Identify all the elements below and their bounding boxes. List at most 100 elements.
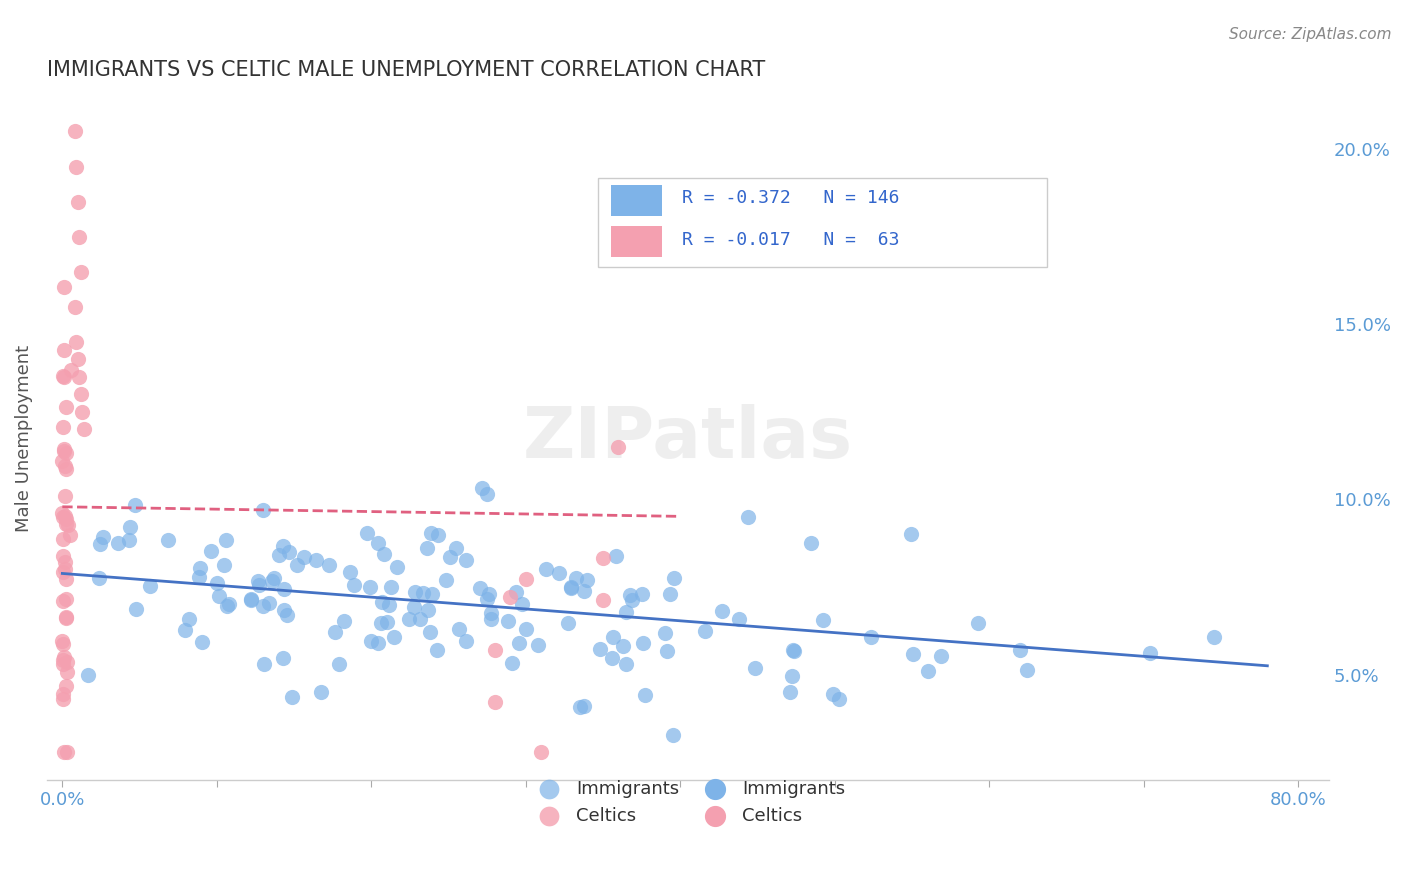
Immigrants bbox=[468, 581, 491, 595]
Immigrants bbox=[375, 615, 398, 629]
Immigrants bbox=[589, 641, 612, 656]
Celtics bbox=[65, 334, 87, 349]
Celtics bbox=[55, 446, 77, 460]
Celtics bbox=[52, 549, 75, 563]
Immigrants bbox=[479, 606, 502, 620]
Celtics bbox=[53, 555, 76, 569]
Celtics bbox=[53, 280, 76, 294]
Immigrants bbox=[560, 580, 582, 594]
Celtics bbox=[55, 610, 77, 624]
Celtics bbox=[51, 691, 73, 706]
Celtics bbox=[51, 653, 73, 667]
Immigrants bbox=[614, 605, 637, 619]
Celtics bbox=[66, 194, 89, 209]
Immigrants bbox=[276, 608, 298, 623]
Immigrants bbox=[124, 498, 146, 512]
Celtics bbox=[607, 440, 630, 454]
Celtics bbox=[52, 444, 75, 458]
Immigrants bbox=[402, 599, 425, 614]
Immigrants bbox=[89, 571, 111, 585]
Immigrants bbox=[269, 548, 291, 562]
Celtics bbox=[53, 489, 76, 503]
Immigrants bbox=[260, 574, 283, 588]
Immigrants bbox=[359, 580, 381, 594]
Y-axis label: Male Unemployment: Male Unemployment bbox=[15, 344, 32, 532]
Immigrants bbox=[728, 612, 751, 626]
Immigrants bbox=[91, 530, 114, 544]
Celtics bbox=[70, 264, 93, 278]
Immigrants bbox=[454, 634, 477, 648]
Celtics bbox=[53, 442, 76, 456]
Celtics bbox=[52, 369, 75, 384]
Celtics bbox=[70, 387, 93, 401]
Immigrants bbox=[439, 550, 461, 565]
Immigrants bbox=[800, 536, 823, 550]
Celtics bbox=[52, 532, 75, 546]
Immigrants bbox=[779, 685, 801, 699]
Immigrants bbox=[371, 595, 394, 609]
Immigrants bbox=[179, 612, 201, 626]
Immigrants bbox=[1139, 646, 1161, 660]
Celtics bbox=[52, 369, 75, 384]
Immigrants bbox=[634, 688, 657, 702]
Immigrants bbox=[547, 566, 569, 581]
Celtics bbox=[52, 657, 75, 672]
Immigrants bbox=[614, 657, 637, 671]
Immigrants bbox=[657, 644, 679, 658]
Immigrants bbox=[273, 603, 295, 617]
Immigrants bbox=[565, 571, 588, 585]
Celtics bbox=[60, 363, 83, 377]
Celtics bbox=[53, 649, 76, 664]
Immigrants bbox=[1015, 663, 1038, 677]
Immigrants bbox=[409, 612, 432, 626]
Celtics bbox=[51, 453, 73, 467]
Immigrants bbox=[496, 614, 519, 628]
Immigrants bbox=[620, 592, 643, 607]
Immigrants bbox=[505, 585, 527, 599]
Immigrants bbox=[281, 690, 304, 705]
Celtics bbox=[55, 517, 77, 532]
Celtics bbox=[55, 461, 77, 475]
Immigrants bbox=[780, 669, 803, 683]
Immigrants bbox=[370, 615, 392, 630]
FancyBboxPatch shape bbox=[612, 186, 662, 216]
Immigrants bbox=[89, 537, 111, 551]
Celtics bbox=[67, 229, 90, 244]
Immigrants bbox=[239, 592, 262, 607]
Immigrants bbox=[479, 612, 502, 626]
Celtics bbox=[530, 745, 553, 759]
Immigrants bbox=[318, 558, 340, 573]
Immigrants bbox=[813, 613, 835, 627]
Immigrants bbox=[107, 536, 129, 550]
Text: R = -0.372   N = 146: R = -0.372 N = 146 bbox=[682, 188, 898, 207]
Immigrants bbox=[285, 558, 308, 573]
Immigrants bbox=[404, 584, 426, 599]
Immigrants bbox=[117, 533, 139, 547]
Immigrants bbox=[447, 622, 470, 636]
Text: ZIPatlas: ZIPatlas bbox=[523, 403, 853, 473]
Celtics bbox=[515, 572, 537, 586]
Celtics bbox=[56, 518, 79, 533]
Immigrants bbox=[823, 687, 845, 701]
Immigrants bbox=[207, 575, 229, 590]
Immigrants bbox=[534, 562, 557, 576]
Celtics bbox=[52, 688, 75, 702]
Immigrants bbox=[156, 533, 179, 547]
Celtics bbox=[63, 300, 86, 314]
Immigrants bbox=[342, 577, 364, 591]
Immigrants bbox=[420, 526, 443, 541]
Immigrants bbox=[218, 597, 240, 611]
Immigrants bbox=[174, 623, 197, 637]
Immigrants bbox=[253, 657, 276, 672]
Legend: Immigrants, Celtics, Immigrants, Celtics: Immigrants, Celtics, Immigrants, Celtics bbox=[523, 772, 852, 832]
Immigrants bbox=[139, 579, 162, 593]
Immigrants bbox=[600, 650, 623, 665]
Immigrants bbox=[471, 481, 494, 495]
Immigrants bbox=[560, 581, 582, 595]
Celtics bbox=[499, 590, 522, 604]
Immigrants bbox=[247, 578, 270, 592]
Immigrants bbox=[292, 550, 315, 565]
Immigrants bbox=[1010, 643, 1032, 657]
Immigrants bbox=[619, 589, 641, 603]
Celtics bbox=[51, 633, 73, 648]
